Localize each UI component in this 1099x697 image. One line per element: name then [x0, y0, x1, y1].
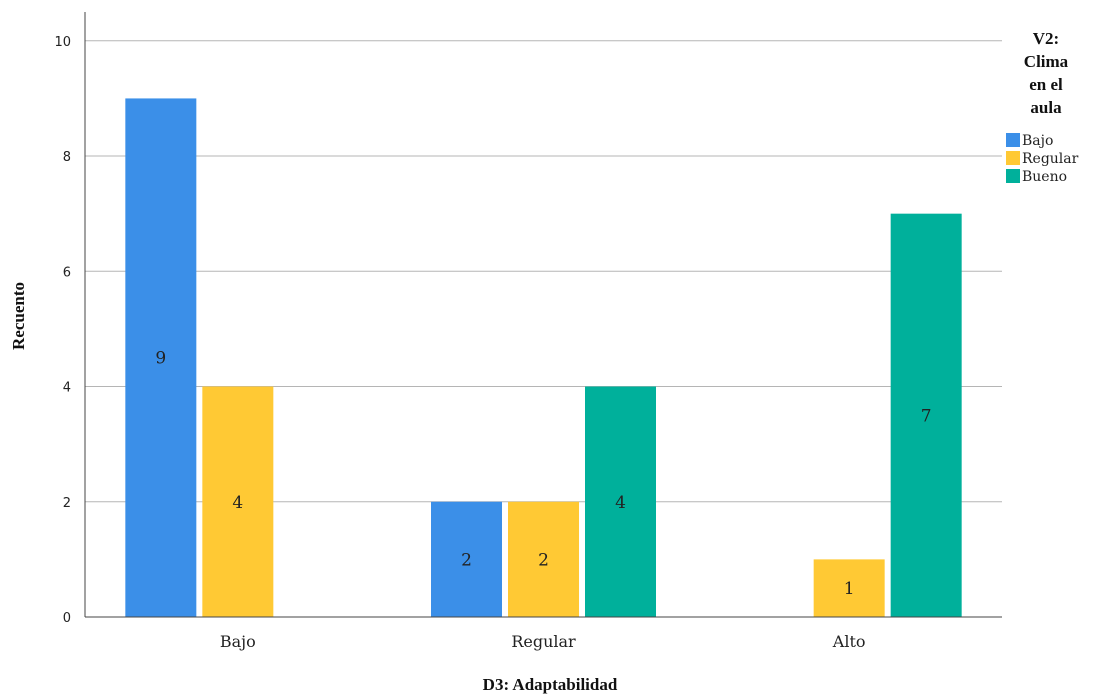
data-label: 7 — [921, 406, 932, 426]
bar-bueno-alto — [890, 213, 962, 617]
bar-regular-alto — [813, 559, 885, 617]
data-label: 4 — [615, 493, 626, 513]
legend-label-bajo: Bajo — [1022, 133, 1053, 149]
legend-title-line-2: Clima — [1024, 52, 1069, 71]
y-axis-title: Recuento — [9, 282, 28, 350]
legend-label-bueno: Bueno — [1022, 169, 1067, 185]
legend: V2: Clima en el aula Bajo Regular Bueno — [1006, 29, 1079, 185]
bar-regular-bajo — [202, 386, 274, 617]
y-tick-label: 6 — [63, 265, 71, 280]
data-labels: 9 4 2 2 4 1 7 — [155, 349, 931, 599]
legend-swatch-regular — [1006, 151, 1020, 165]
y-tick-labels: 0 2 4 6 8 10 — [54, 35, 71, 626]
x-tick-labels: Bajo Regular Alto — [220, 632, 866, 651]
bars — [125, 98, 962, 617]
axes — [84, 12, 1002, 618]
y-tick-label: 8 — [63, 150, 71, 165]
legend-swatch-bajo — [1006, 133, 1020, 147]
data-label: 1 — [844, 579, 855, 599]
legend-title-line-3: en el — [1029, 75, 1063, 94]
legend-title-line-4: aula — [1030, 98, 1062, 117]
legend-title-line-1: V2: — [1033, 29, 1059, 48]
x-tick-label: Alto — [832, 632, 866, 651]
y-tick-label: 2 — [63, 496, 71, 511]
bar-bajo-bajo — [125, 98, 197, 617]
y-tick-label: 10 — [54, 35, 71, 50]
y-tick-label: 4 — [63, 381, 71, 396]
bar-regular-regular — [508, 501, 579, 617]
x-tick-label: Regular — [511, 632, 576, 651]
legend-items: Bajo Regular Bueno — [1006, 133, 1079, 185]
data-label: 9 — [155, 349, 166, 369]
bar-bajo-regular — [431, 501, 502, 617]
data-label: 2 — [461, 550, 472, 570]
x-axis-title: D3: Adaptabilidad — [483, 675, 618, 694]
y-tick-label: 0 — [63, 611, 71, 626]
data-label: 2 — [538, 550, 549, 570]
x-tick-label: Bajo — [220, 632, 256, 651]
bar-bueno-regular — [585, 386, 656, 617]
data-label: 4 — [232, 493, 243, 513]
legend-label-regular: Regular — [1022, 151, 1079, 167]
legend-swatch-bueno — [1006, 169, 1020, 183]
